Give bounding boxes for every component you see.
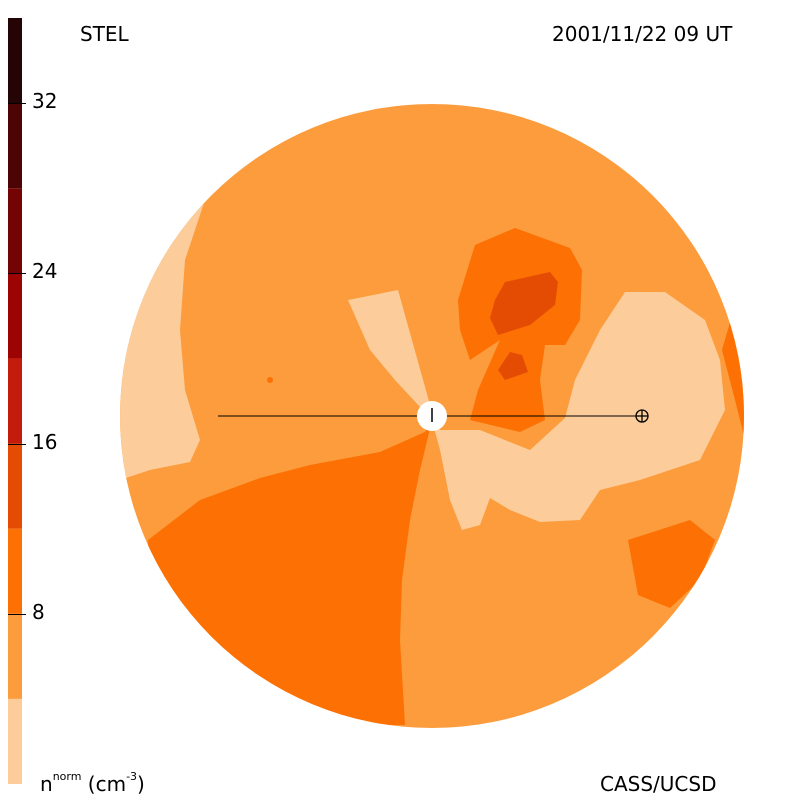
quantity-unit-close: ) [137, 772, 145, 796]
density-region-southeast [628, 520, 715, 608]
high-density-core [490, 272, 558, 335]
timestamp-label: 2001/11/22 09 UT [552, 22, 733, 46]
credit-label: CASS/UCSD [600, 772, 717, 796]
colorbar-tick [8, 103, 26, 105]
low-density-region-east [348, 290, 725, 530]
colorbar-band-6 [8, 188, 22, 274]
colorbar-band-7 [8, 103, 22, 189]
density-spot-west [267, 377, 273, 383]
colorbar-tick-label: 16 [32, 429, 58, 454]
low-density-region-west [120, 200, 205, 480]
colorbar-band-5 [8, 273, 22, 359]
quantity-unit: (cm [87, 772, 127, 796]
colorbar-band-3 [8, 443, 22, 529]
earth-icon [635, 409, 649, 423]
colorbar-tick [8, 443, 26, 445]
colorbar-tick-label: 24 [32, 259, 58, 284]
colorbar-band-0 [8, 698, 22, 784]
quantity-superscript: norm [52, 770, 82, 784]
colorbar-tick [8, 613, 26, 615]
colorbar-band-8 [8, 18, 22, 104]
quantity-unit-superscript: -3 [126, 770, 138, 784]
instrument-label: STEL [80, 22, 129, 46]
colorbar-tick [8, 273, 26, 275]
quantity-label: nnorm (cm-3) [40, 770, 145, 796]
colorbar-band-1 [8, 613, 22, 699]
high-density-spot [498, 352, 528, 380]
quantity-base: n [40, 772, 53, 796]
colorbar-band-2 [8, 528, 22, 614]
colorbar-tick-label: 8 [32, 599, 45, 624]
colorbar-band-4 [8, 358, 22, 444]
colorbar [8, 18, 22, 784]
colorbar-tick-label: 32 [32, 89, 58, 114]
